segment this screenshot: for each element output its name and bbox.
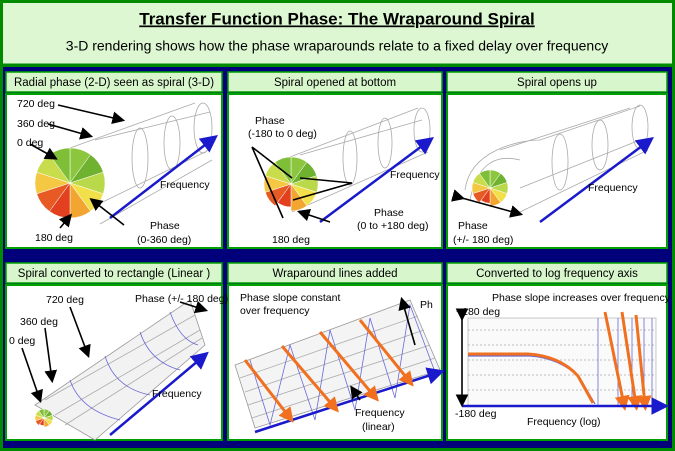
label: Frequency (390, 169, 440, 181)
label: Phase (458, 220, 488, 232)
label: Phase slope constant (240, 292, 340, 304)
label: (linear) (362, 421, 395, 433)
label: Phase (255, 115, 285, 127)
panel-title: Converted to log frequency axis (476, 268, 638, 280)
label: Phase slope increases over frequency (492, 292, 671, 304)
label: (-180 to 0 deg) (248, 128, 317, 140)
label: Frequency (355, 407, 405, 419)
phase-wheel (35, 409, 53, 427)
label: 0 deg (9, 335, 35, 347)
panel-title: Radial phase (2-D) seen as spiral (3-D) (14, 77, 214, 89)
slide: Transfer Function Phase: The Wraparound … (0, 0, 675, 451)
label: Phase (374, 207, 404, 219)
label: 360 deg (20, 316, 58, 328)
panel-title: Spiral opened at bottom (274, 77, 396, 89)
phase-wheel (264, 157, 318, 211)
panel-title: Wraparound lines added (272, 268, 397, 280)
label: 180 deg (35, 232, 73, 244)
label: Frequency (160, 179, 210, 191)
panel-title: Spiral converted to rectangle (Linear ) (18, 268, 211, 280)
label: Frequency (152, 388, 202, 400)
label: Frequency (log) (527, 416, 601, 428)
label: 180 deg (272, 234, 310, 246)
panel-6-drawing (462, 312, 664, 406)
label: 720 deg (46, 294, 84, 306)
label: Ph (420, 299, 433, 311)
phase-wheel (472, 170, 508, 206)
label: Frequency (588, 182, 638, 194)
label: -180 deg (455, 408, 497, 420)
label: (+/- 180 deg) (453, 234, 513, 246)
label: Phase (+/- 180 deg) (135, 293, 228, 305)
label: Phase (150, 220, 180, 232)
label: 0 deg (17, 137, 43, 149)
title: Transfer Function Phase: The Wraparound … (139, 9, 534, 28)
label: (0 to +180 deg) (357, 220, 429, 232)
subtitle: 3-D rendering shows how the phase wrapar… (66, 38, 608, 54)
label: (0-360 deg) (137, 234, 191, 246)
label: 360 deg (17, 118, 55, 130)
label: +180 deg (456, 306, 500, 318)
label: over frequency (240, 305, 310, 317)
panel-title: Spiral opens up (517, 77, 597, 89)
phase-wheel (35, 148, 105, 218)
label: 720 deg (17, 98, 55, 110)
